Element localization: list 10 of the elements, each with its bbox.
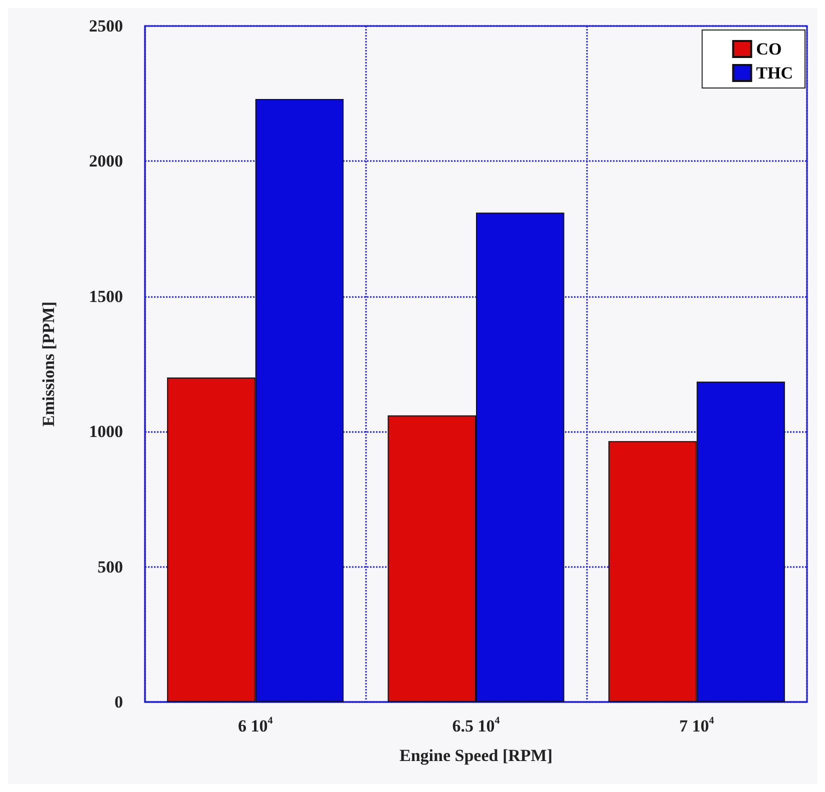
- y-axis-title: Emissions [PPM]: [39, 301, 58, 427]
- y-tick-label: 2500: [89, 16, 123, 36]
- y-tick-label: 500: [98, 557, 123, 576]
- legend-label: CO: [756, 40, 782, 58]
- y-tick-label: 1500: [89, 286, 123, 306]
- legend-label: THC: [756, 64, 794, 82]
- y-tick-label: 1000: [89, 422, 123, 442]
- y-tick-label: 0: [114, 692, 123, 712]
- y-tick-label: 2000: [89, 152, 123, 171]
- x-axis-title: Engine Speed [RPM]: [400, 746, 552, 765]
